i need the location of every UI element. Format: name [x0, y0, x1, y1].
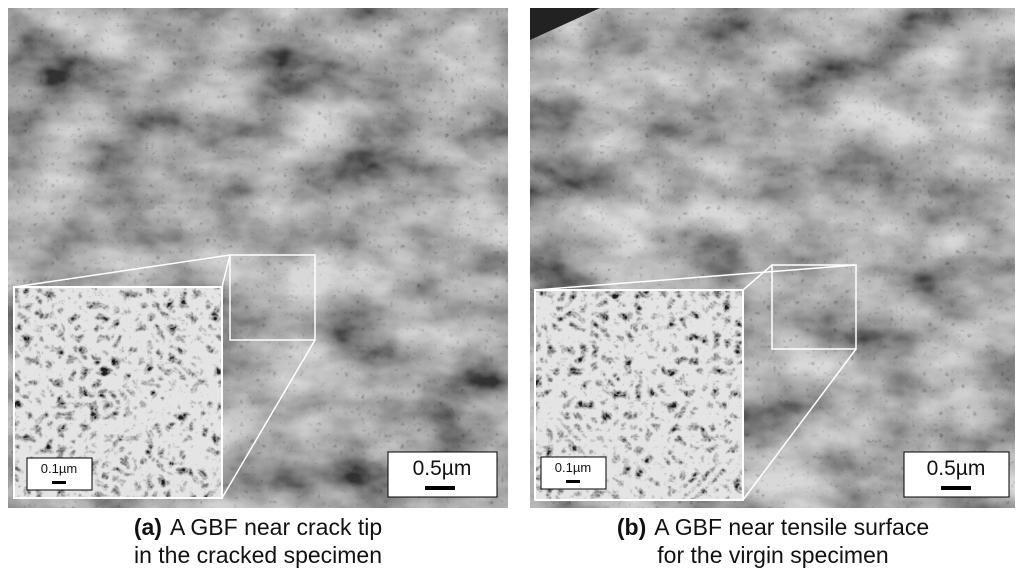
panel-b: 0.1µm 0.5µm (b) A GBF near tensile surfac… — [530, 8, 1015, 568]
scale-label: 0.5µm — [927, 457, 986, 480]
caption-text: A GBF near tensile surface — [654, 514, 929, 540]
inset-scale-label: 0.1µm — [41, 461, 77, 476]
panel-label: (b) — [617, 514, 646, 540]
caption-line-2: for the virgin specimen — [657, 542, 888, 568]
inset-scale-label: 0.1µm — [555, 460, 591, 475]
inset-scale-bar — [566, 480, 580, 483]
panel-a: 0.1µm 0.5µm (a) A GBF near crack tip in t… — [8, 8, 508, 568]
caption-line-1: (a) A GBF near crack tip — [134, 514, 382, 540]
figure: 0.1µm 0.5µm (a) A GBF near crack tip in t… — [0, 0, 1022, 571]
panel-label: (a) — [134, 514, 162, 540]
inset-scale-bar — [52, 481, 66, 484]
scale-bar — [941, 486, 971, 490]
caption-line-2: in the cracked specimen — [134, 542, 382, 568]
scale-label: 0.5µm — [413, 457, 472, 480]
caption-text: A GBF near crack tip — [170, 514, 382, 540]
scale-bar — [425, 486, 455, 490]
caption-line-1: (b) A GBF near tensile surface — [617, 514, 929, 540]
